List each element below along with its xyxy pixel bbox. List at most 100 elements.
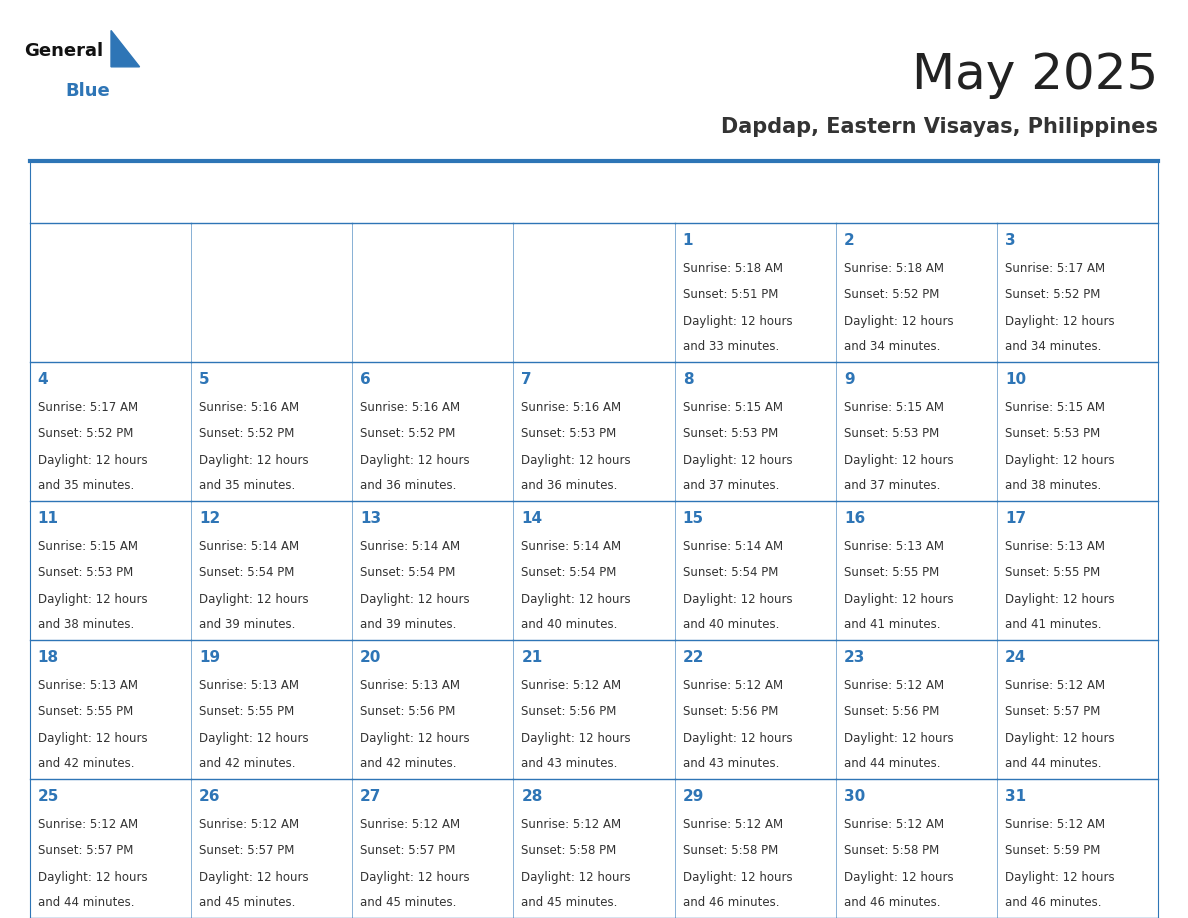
Text: Daylight: 12 hours: Daylight: 12 hours [522, 871, 631, 884]
Text: Sunrise: 5:15 AM: Sunrise: 5:15 AM [683, 401, 783, 414]
Text: and 43 minutes.: and 43 minutes. [683, 756, 779, 770]
Text: 3: 3 [1005, 233, 1016, 248]
Text: and 38 minutes.: and 38 minutes. [1005, 479, 1101, 492]
Text: Sunday: Sunday [76, 183, 145, 201]
Text: 29: 29 [683, 789, 704, 804]
Text: Sunset: 5:52 PM: Sunset: 5:52 PM [198, 428, 295, 441]
Text: 18: 18 [38, 650, 59, 665]
Text: Sunrise: 5:12 AM: Sunrise: 5:12 AM [683, 679, 783, 692]
Text: 22: 22 [683, 650, 704, 665]
Text: 27: 27 [360, 789, 381, 804]
Text: 5: 5 [198, 372, 209, 386]
Text: Daylight: 12 hours: Daylight: 12 hours [1005, 732, 1114, 744]
Text: 2: 2 [843, 233, 854, 248]
Text: Sunset: 5:56 PM: Sunset: 5:56 PM [843, 705, 940, 719]
Text: General: General [24, 41, 103, 60]
Text: Daylight: 12 hours: Daylight: 12 hours [38, 453, 147, 466]
Text: and 39 minutes.: and 39 minutes. [198, 618, 296, 631]
Text: Sunrise: 5:14 AM: Sunrise: 5:14 AM [683, 540, 783, 553]
Text: Daylight: 12 hours: Daylight: 12 hours [1005, 315, 1114, 328]
Text: and 46 minutes.: and 46 minutes. [843, 896, 941, 909]
Text: Daylight: 12 hours: Daylight: 12 hours [198, 732, 309, 744]
Text: Sunset: 5:56 PM: Sunset: 5:56 PM [360, 705, 455, 719]
Text: Sunset: 5:52 PM: Sunset: 5:52 PM [843, 288, 940, 301]
Text: Sunrise: 5:16 AM: Sunrise: 5:16 AM [198, 401, 299, 414]
Text: Daylight: 12 hours: Daylight: 12 hours [198, 593, 309, 606]
Text: Daylight: 12 hours: Daylight: 12 hours [1005, 453, 1114, 466]
Text: and 36 minutes.: and 36 minutes. [522, 479, 618, 492]
Text: Sunrise: 5:13 AM: Sunrise: 5:13 AM [360, 679, 460, 692]
Text: 9: 9 [843, 372, 854, 386]
Text: Daylight: 12 hours: Daylight: 12 hours [38, 871, 147, 884]
Text: Daylight: 12 hours: Daylight: 12 hours [198, 453, 309, 466]
Text: Sunrise: 5:12 AM: Sunrise: 5:12 AM [843, 818, 944, 831]
Text: and 42 minutes.: and 42 minutes. [38, 756, 134, 770]
Text: Sunset: 5:57 PM: Sunset: 5:57 PM [198, 845, 295, 857]
Text: Sunset: 5:58 PM: Sunset: 5:58 PM [683, 845, 778, 857]
Text: 23: 23 [843, 650, 865, 665]
Text: Sunset: 5:53 PM: Sunset: 5:53 PM [683, 428, 778, 441]
Text: 7: 7 [522, 372, 532, 386]
Text: Daylight: 12 hours: Daylight: 12 hours [843, 732, 954, 744]
Text: Sunset: 5:57 PM: Sunset: 5:57 PM [1005, 705, 1100, 719]
Text: and 44 minutes.: and 44 minutes. [38, 896, 134, 909]
Text: and 41 minutes.: and 41 minutes. [843, 618, 941, 631]
Text: Sunrise: 5:16 AM: Sunrise: 5:16 AM [522, 401, 621, 414]
Text: Daylight: 12 hours: Daylight: 12 hours [360, 732, 469, 744]
Text: Daylight: 12 hours: Daylight: 12 hours [38, 593, 147, 606]
Text: May 2025: May 2025 [912, 50, 1158, 98]
Text: 1: 1 [683, 233, 693, 248]
Text: Sunset: 5:55 PM: Sunset: 5:55 PM [38, 705, 133, 719]
Text: Daylight: 12 hours: Daylight: 12 hours [1005, 871, 1114, 884]
Text: and 34 minutes.: and 34 minutes. [1005, 340, 1101, 353]
Text: Daylight: 12 hours: Daylight: 12 hours [360, 453, 469, 466]
Text: and 42 minutes.: and 42 minutes. [198, 756, 296, 770]
Text: 26: 26 [198, 789, 221, 804]
Text: 15: 15 [683, 510, 703, 526]
Text: 16: 16 [843, 510, 865, 526]
Text: Sunset: 5:57 PM: Sunset: 5:57 PM [360, 845, 455, 857]
Text: Sunset: 5:54 PM: Sunset: 5:54 PM [198, 566, 295, 579]
Text: and 34 minutes.: and 34 minutes. [843, 340, 940, 353]
Text: 31: 31 [1005, 789, 1026, 804]
Text: Sunset: 5:53 PM: Sunset: 5:53 PM [38, 566, 133, 579]
Text: Sunrise: 5:13 AM: Sunrise: 5:13 AM [198, 679, 299, 692]
Text: Sunset: 5:52 PM: Sunset: 5:52 PM [1005, 288, 1100, 301]
Text: 20: 20 [360, 650, 381, 665]
Text: and 45 minutes.: and 45 minutes. [522, 896, 618, 909]
Text: Sunrise: 5:12 AM: Sunrise: 5:12 AM [38, 818, 138, 831]
Text: Sunrise: 5:12 AM: Sunrise: 5:12 AM [198, 818, 299, 831]
Text: 25: 25 [38, 789, 59, 804]
Text: Sunset: 5:56 PM: Sunset: 5:56 PM [683, 705, 778, 719]
Text: Wednesday: Wednesday [541, 183, 647, 201]
Text: Sunset: 5:56 PM: Sunset: 5:56 PM [522, 705, 617, 719]
Text: and 45 minutes.: and 45 minutes. [360, 896, 456, 909]
Text: and 33 minutes.: and 33 minutes. [683, 340, 779, 353]
Text: Friday: Friday [887, 183, 946, 201]
Text: Sunrise: 5:15 AM: Sunrise: 5:15 AM [38, 540, 138, 553]
Text: 19: 19 [198, 650, 220, 665]
Text: Sunrise: 5:15 AM: Sunrise: 5:15 AM [843, 401, 944, 414]
Text: 14: 14 [522, 510, 543, 526]
Text: Daylight: 12 hours: Daylight: 12 hours [522, 732, 631, 744]
Text: Tuesday: Tuesday [394, 183, 470, 201]
Text: Sunrise: 5:15 AM: Sunrise: 5:15 AM [1005, 401, 1105, 414]
Text: Sunrise: 5:16 AM: Sunrise: 5:16 AM [360, 401, 460, 414]
Text: 17: 17 [1005, 510, 1026, 526]
Text: Sunrise: 5:12 AM: Sunrise: 5:12 AM [360, 818, 460, 831]
Text: Sunset: 5:55 PM: Sunset: 5:55 PM [198, 705, 295, 719]
Text: Sunrise: 5:17 AM: Sunrise: 5:17 AM [38, 401, 138, 414]
Text: Daylight: 12 hours: Daylight: 12 hours [683, 593, 792, 606]
Text: Sunset: 5:52 PM: Sunset: 5:52 PM [360, 428, 455, 441]
Text: Sunset: 5:59 PM: Sunset: 5:59 PM [1005, 845, 1100, 857]
Text: Sunset: 5:54 PM: Sunset: 5:54 PM [683, 566, 778, 579]
Text: Daylight: 12 hours: Daylight: 12 hours [198, 871, 309, 884]
Text: Sunset: 5:53 PM: Sunset: 5:53 PM [1005, 428, 1100, 441]
Text: Dapdap, Eastern Visayas, Philippines: Dapdap, Eastern Visayas, Philippines [721, 117, 1158, 137]
Text: and 40 minutes.: and 40 minutes. [683, 618, 779, 631]
Text: Daylight: 12 hours: Daylight: 12 hours [683, 315, 792, 328]
Text: Sunrise: 5:14 AM: Sunrise: 5:14 AM [198, 540, 299, 553]
Text: Saturday: Saturday [1036, 183, 1120, 201]
Text: 11: 11 [38, 510, 58, 526]
Text: Daylight: 12 hours: Daylight: 12 hours [522, 593, 631, 606]
